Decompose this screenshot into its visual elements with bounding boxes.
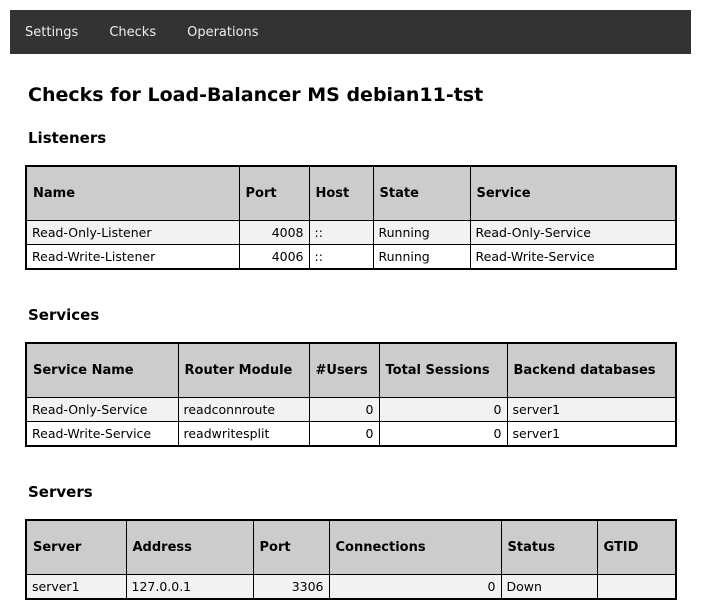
cell-listener-name: Read-Write-Listener [25, 243, 240, 270]
section-heading-servers: Servers [28, 482, 93, 501]
cell-service: Read-Write-Service [469, 243, 677, 270]
cell-port: 4008 [238, 219, 310, 245]
main-content: Checks for Load-Balancer MS debian11-tst… [25, 84, 677, 600]
cell-server-name: server1 [25, 573, 127, 600]
section-heading-listeners: Listeners [28, 128, 107, 147]
nav-item-settings[interactable]: Settings [25, 24, 79, 40]
cell-connections: 0 [328, 573, 502, 600]
column-header-server: Server [25, 519, 127, 575]
nav-item-checks[interactable]: Checks [109, 24, 157, 40]
table-row: server1 127.0.0.1 3306 0 Down [25, 573, 677, 600]
listeners-header-row: Name Port Host State Service [25, 165, 677, 221]
cell-service-name: Read-Write-Service [25, 420, 179, 447]
servers-header-row: Server Address Port Connections Status G… [25, 519, 677, 575]
cell-host: :: [308, 219, 374, 245]
cell-total-sessions: 0 [378, 396, 508, 422]
column-header-address: Address [125, 519, 254, 575]
column-header-port: Port [252, 519, 330, 575]
column-header-name: Name [25, 165, 240, 221]
table-row: Read-Write-Service readwritesplit 0 0 se… [25, 420, 677, 447]
cell-service-name: Read-Only-Service [25, 396, 179, 422]
cell-listener-name: Read-Only-Listener [25, 219, 240, 245]
services-table: Service Name Router Module #Users Total … [25, 341, 677, 447]
cell-state: Running [372, 219, 471, 245]
column-header-users: #Users [308, 342, 380, 398]
section-heading-services: Services [28, 305, 100, 324]
column-header-connections: Connections [328, 519, 502, 575]
servers-table: Server Address Port Connections Status G… [25, 518, 677, 600]
cell-status: Down [500, 573, 598, 600]
table-row: Read-Write-Listener 4006 :: Running Read… [25, 243, 677, 270]
cell-port: 4006 [238, 243, 310, 270]
cell-address: 127.0.0.1 [125, 573, 254, 600]
listeners-table: Name Port Host State Service Read-Only-L… [25, 164, 677, 270]
cell-gtid [596, 573, 677, 600]
column-header-status: Status [500, 519, 598, 575]
cell-host: :: [308, 243, 374, 270]
nav-item-operations[interactable]: Operations [187, 24, 259, 40]
cell-router-module: readwritesplit [177, 420, 310, 447]
column-header-service: Service [469, 165, 677, 221]
cell-users: 0 [308, 396, 380, 422]
column-header-port: Port [238, 165, 310, 221]
table-row: Read-Only-Listener 4008 :: Running Read-… [25, 219, 677, 245]
cell-state: Running [372, 243, 471, 270]
cell-service: Read-Only-Service [469, 219, 677, 245]
services-header-row: Service Name Router Module #Users Total … [25, 342, 677, 398]
column-header-state: State [372, 165, 471, 221]
column-header-total-sessions: Total Sessions [378, 342, 508, 398]
cell-backend-databases: server1 [506, 396, 677, 422]
column-header-gtid: GTID [596, 519, 677, 575]
column-header-service-name: Service Name [25, 342, 179, 398]
cell-router-module: readconnroute [177, 396, 310, 422]
cell-backend-databases: server1 [506, 420, 677, 447]
cell-port: 3306 [252, 573, 330, 600]
cell-total-sessions: 0 [378, 420, 508, 447]
column-header-router-module: Router Module [177, 342, 310, 398]
cell-users: 0 [308, 420, 380, 447]
top-navbar: Settings Checks Operations [10, 10, 691, 54]
column-header-backend-databases: Backend databases [506, 342, 677, 398]
page-title: Checks for Load-Balancer MS debian11-tst [28, 84, 484, 106]
table-row: Read-Only-Service readconnroute 0 0 serv… [25, 396, 677, 422]
column-header-host: Host [308, 165, 374, 221]
